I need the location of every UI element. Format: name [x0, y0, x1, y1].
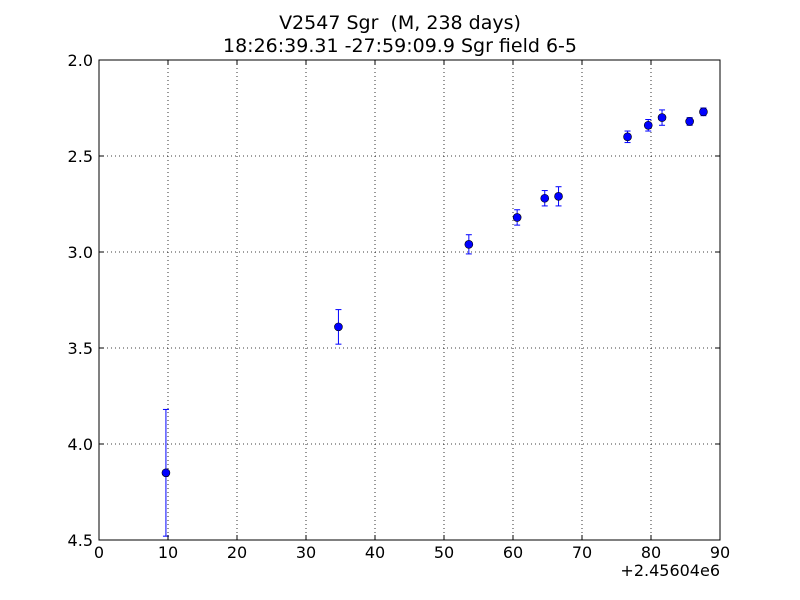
data-point — [643, 120, 653, 130]
x-tick-label: 10 — [158, 543, 178, 562]
y-tick-label: 2.5 — [68, 147, 93, 166]
x-tick-label: 20 — [227, 543, 247, 562]
data-point — [699, 107, 708, 117]
data-point — [623, 132, 632, 142]
data-point — [464, 240, 474, 249]
chart-title-line-2: 18:26:39.31 -27:59:09.9 Sgr field 6-5 — [223, 35, 577, 57]
y-tick-label: 4.0 — [68, 435, 93, 454]
grid-lines — [99, 60, 720, 540]
data-point — [554, 192, 563, 201]
x-tick-label: 50 — [434, 543, 454, 562]
x-tick-label: 30 — [296, 543, 316, 562]
x-tick-label: 70 — [572, 543, 592, 562]
y-tick-label: 2.0 — [68, 51, 93, 70]
data-point — [512, 213, 522, 222]
data-point — [334, 322, 343, 332]
data-point — [540, 193, 550, 203]
plot-frame — [98, 59, 721, 541]
x-tick-label: 40 — [365, 543, 385, 562]
error-bars — [162, 107, 707, 537]
y-tick-labels: 2.0 2.5 3.0 3.5 4.0 4.5 — [68, 51, 93, 550]
data-point — [161, 468, 171, 478]
x-tick-label: 80 — [641, 543, 661, 562]
y-tick-label: 3.0 — [68, 243, 93, 262]
y-tick-label: 4.5 — [68, 531, 93, 550]
chart-title-line-1: V2547 Sgr (M, 238 days) — [279, 12, 521, 34]
x-tick-label: 60 — [503, 543, 523, 562]
x-tick-labels: 0 10 20 30 40 50 60 70 80 90 — [94, 543, 730, 562]
x-tick-label: 90 — [710, 543, 730, 562]
data-point — [657, 113, 667, 122]
x-axis-offset-label: +2.45604e6 — [620, 561, 720, 580]
data-points — [161, 107, 708, 478]
data-point — [685, 117, 694, 126]
x-tick-label: 0 — [94, 543, 104, 562]
y-tick-label: 3.5 — [68, 339, 93, 358]
axis-ticks — [98, 59, 721, 541]
